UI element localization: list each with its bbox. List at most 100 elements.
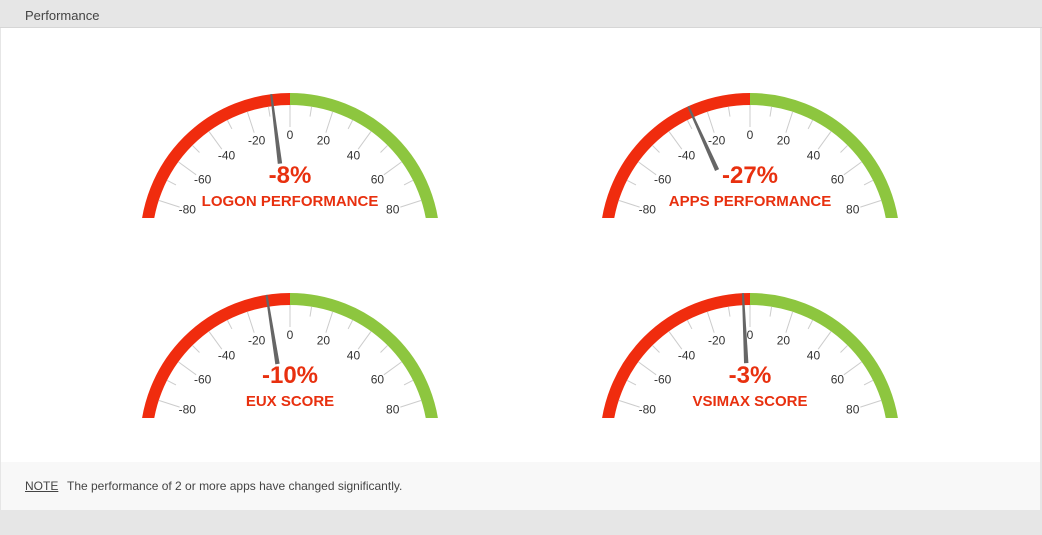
tick-label: -40 [218,349,236,363]
gauge-tick [400,399,422,408]
gauge-tick [686,119,693,130]
gauge-tick [727,306,731,317]
gauge-tick [400,199,422,208]
gauge-tick [840,145,848,153]
gauge-dial: -100-80-60-40-20020406080100 [602,293,898,418]
gauge-tick [638,361,657,376]
gauge-tick [178,361,197,376]
gauge-eux-score: -100-80-60-40-20020406080100 -10% EUX SC… [140,258,440,418]
tick-label: -80 [639,203,657,217]
tick-label: 60 [831,173,845,187]
note-bar: NOTE The performance of 2 or more apps h… [1,462,1040,510]
tick-label: 80 [846,203,860,217]
gauge-tick [208,131,223,150]
positive-band [289,293,438,418]
gauge-tick [325,111,334,133]
gauge-tick [380,145,388,153]
gauge-value: -3% [728,362,772,389]
gauge-dial: -100-80-60-40-20020406080100 [142,293,438,418]
tick-label: -60 [194,373,212,387]
negative-band [602,293,751,418]
gauge-value: -10% [261,362,319,389]
gauge-dial: -100-80-60-40-20020406080100 [142,93,438,218]
gauge-tick [843,161,862,176]
gauge-label: LOGON PERFORMANCE [201,193,379,210]
gauges-area: -100-80-60-40-20020406080100 -8% LOGON P… [1,28,1040,462]
gauge-tick [383,361,402,376]
tick-label: 80 [386,203,400,217]
tick-label: 40 [807,349,821,363]
gauge-tick [860,399,882,408]
gauge-dial: -100-80-60-40-20020406080100 [602,93,898,218]
gauge-tick [652,145,660,153]
tick-label: -20 [708,133,726,147]
gauge-tick [817,331,832,350]
gauge-tick [158,399,180,408]
gauge-tick [668,131,683,150]
gauge-needle [270,94,283,164]
gauge-tick [309,306,313,317]
tick-label: 60 [371,173,385,187]
tick-label: 20 [317,333,331,347]
gauge-needle [687,105,720,171]
tick-label: 80 [846,403,860,417]
gauge-tick [325,311,334,333]
gauge-tick [192,145,200,153]
tick-label: 0 [287,128,294,142]
tick-label: 60 [371,373,385,387]
gauge-tick [267,106,271,117]
negative-band [602,93,751,218]
gauge-tick [785,111,794,133]
gauge-tick [863,179,874,186]
gauge-tick [347,319,354,330]
tick-label: -40 [678,149,696,163]
tick-label: -40 [218,149,236,163]
gauge-tick [807,319,814,330]
gauge-label: APPS PERFORMANCE [668,193,832,210]
tick-label: 20 [317,133,331,147]
gauge-label: VSIMAX SCORE [692,393,808,410]
gauge-tick [403,179,414,186]
gauge-tick [166,379,177,386]
panel-title: Performance [25,8,100,23]
footer-bar [1,510,1040,535]
gauge-tick [843,361,862,376]
gauge-apps-performance: -100-80-60-40-20020406080100 -27% APPS P… [600,58,900,218]
positive-band [749,293,898,418]
gauge-tick [347,119,354,130]
gauge-tick [652,345,660,353]
gauge-tick [357,131,372,150]
gauge-tick [403,379,414,386]
gauge-tick [668,331,683,350]
tick-label: 40 [347,349,361,363]
gauge-needle [741,293,749,364]
tick-label: -40 [678,349,696,363]
tick-label: -20 [248,133,266,147]
positive-band [749,93,898,218]
gauge-value: -8% [268,162,312,189]
tick-label: 20 [777,133,791,147]
gauge-tick [618,199,640,208]
gauge-tick [807,119,814,130]
tick-label: -60 [194,173,212,187]
gauge-value: -27% [721,162,779,189]
gauge-tick [166,179,177,186]
gauge-tick [226,319,233,330]
gauge-label: EUX SCORE [245,393,335,410]
gauge-tick [863,379,874,386]
tick-label: 0 [747,128,754,142]
gauge-tick [727,106,731,117]
gauge-tick [686,319,693,330]
gauge-tick [246,111,255,133]
tick-label: 0 [287,328,294,342]
gauge-tick [380,345,388,353]
positive-band [289,93,438,218]
tick-label: 20 [777,333,791,347]
gauge-tick [383,161,402,176]
gauge-tick [769,106,773,117]
tick-label: -20 [248,333,266,347]
gauge-tick [226,119,233,130]
tick-label: -20 [708,333,726,347]
gauge-needle [265,294,280,365]
negative-band [142,293,291,418]
